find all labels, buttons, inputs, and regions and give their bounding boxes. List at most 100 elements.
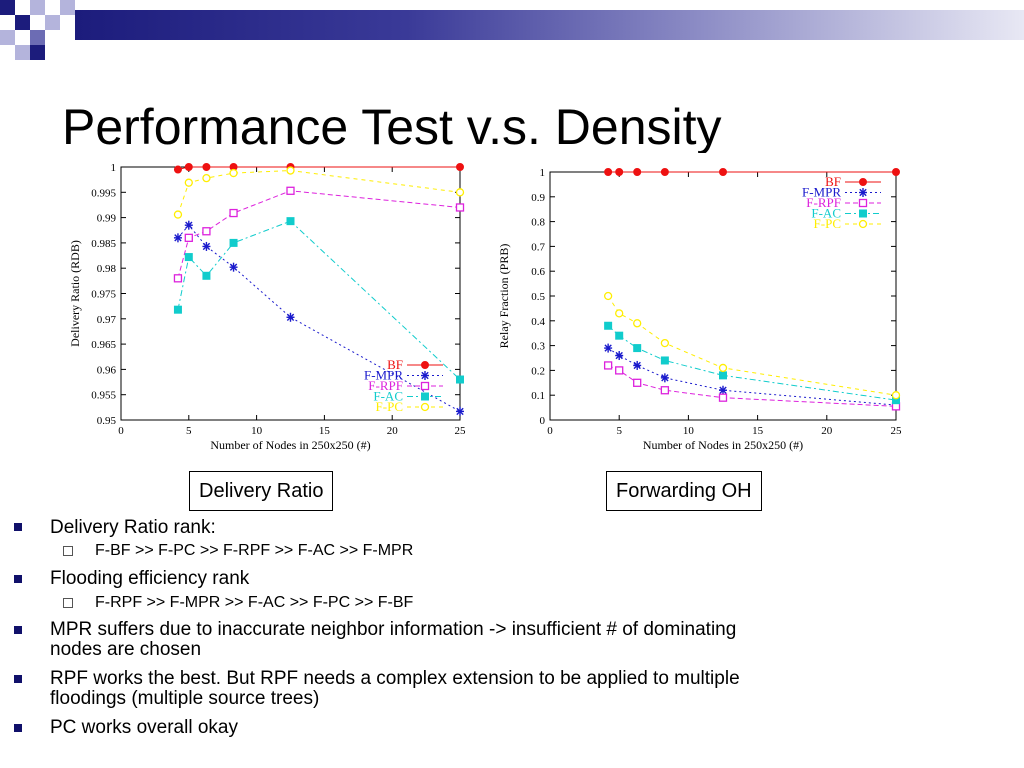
logo-square-9 (30, 45, 45, 60)
y-tick-label: 0.1 (531, 390, 545, 402)
legend-label-f-mpr: F-MPR (364, 368, 403, 383)
point-f-pc (229, 168, 238, 178)
point-bf (660, 168, 669, 176)
x-tick-label: 0 (547, 425, 553, 437)
point-f-rpf (633, 378, 642, 387)
point-f-mpr (286, 312, 295, 322)
point-bf (456, 163, 464, 171)
point-bf (173, 165, 182, 174)
x-axis-label: Number of Nodes in 250x250 (#) (643, 438, 803, 452)
page-title: Performance Test v.s. Density (62, 99, 722, 153)
point-bf (604, 168, 613, 176)
legend-marker-f-mpr (859, 188, 867, 197)
point-f-rpf (615, 366, 624, 375)
legend-label-bf: BF (825, 174, 841, 189)
series-line-f-ac (177, 220, 461, 380)
series-f-ac (604, 321, 900, 405)
point-f-rpf (718, 393, 728, 402)
legend-label-f-pc: F-PC (376, 399, 403, 414)
point-f-pc (173, 210, 183, 219)
y-tick-label: 0.975 (91, 289, 116, 301)
legend-marker-bf (421, 361, 429, 369)
y-tick-label: 0.5 (531, 291, 545, 303)
sub-bullet-delivery-order: F-BF >> F-PC >> F-RPF >> F-AC >> F-MPR (95, 542, 414, 559)
bullet-pc-okay: PC works overall okay (50, 717, 238, 738)
point-f-rpf (660, 386, 670, 395)
logo-square-2 (15, 15, 30, 30)
point-bf (615, 168, 624, 176)
point-f-ac (286, 217, 295, 226)
point-f-ac (615, 331, 624, 340)
point-f-pc (891, 391, 901, 400)
delivery-ratio-caption: Delivery Ratio (189, 471, 334, 511)
legend-label-f-ac: F-AC (811, 206, 841, 221)
point-f-mpr-d2 (185, 221, 193, 229)
y-tick-label: 1 (111, 162, 117, 174)
bullet-marker (14, 724, 22, 732)
point-f-ac (633, 344, 642, 353)
point-f-rpf (173, 274, 183, 283)
point-f-pc (286, 166, 295, 175)
x-tick-label: 15 (752, 425, 764, 437)
x-tick-label: 15 (319, 425, 331, 437)
bullet-mpr-suffers: MPR suffers due to inaccurate neighbor i… (50, 619, 737, 640)
y-tick-label: 0.95 (97, 415, 117, 427)
legend-marker-f-rpf (858, 198, 868, 208)
legend-marker-f-mpr (421, 371, 429, 380)
point-f-pc (615, 309, 624, 318)
legend-marker-f-pc (420, 402, 430, 412)
point-f-mpr (202, 241, 211, 251)
legend-marker-f-rpf (420, 381, 430, 391)
relay-fraction-chart: 0 5 10 15 20 25 0 0.1 0.2 0.3 0.4 0.5 0.6 0.7 0.8 0.9 1 N… (497, 167, 902, 452)
logo-square-3 (30, 0, 45, 15)
point-f-pc (660, 338, 670, 348)
series-line-f-ac (607, 325, 897, 401)
sub-bullet-efficiency-order: F-RPF >> F-MPR >> F-AC >> F-PC >> F-BF (95, 594, 414, 611)
point-f-mpr (660, 373, 669, 383)
point-bf (184, 163, 193, 171)
sub-bullet-marker (63, 598, 73, 608)
y-tick-label: 0.985 (91, 238, 116, 250)
series-line-f-rpf (177, 190, 461, 279)
legend-marker-f-ac (421, 392, 429, 401)
y-tick-label: 1 (540, 167, 546, 179)
point-f-mpr-d2 (456, 407, 464, 416)
x-tick-label: 5 (186, 425, 192, 437)
y-tick-label: 0.6 (531, 266, 545, 278)
y-tick-label: 0.8 (531, 217, 545, 229)
legend-label-f-mpr: F-MPR (802, 185, 841, 200)
point-f-ac (456, 375, 464, 384)
bullet-marker (14, 575, 22, 583)
point-f-ac (229, 238, 238, 247)
y-axis-label: Delivery Ratio (RDB) (68, 240, 82, 347)
point-f-rpf (455, 203, 465, 212)
legend-label-bf: BF (387, 357, 403, 372)
x-tick-label: 25 (455, 425, 467, 437)
point-f-mpr (173, 233, 182, 243)
point-f-rpf (603, 361, 613, 370)
delivery-ratio-chart: 0 5 10 15 20 25 0.95 0.955 0.96 0.965 0.97 0.975 0.9… (68, 162, 467, 452)
series-f-ac (173, 217, 464, 384)
bullet-marker (14, 675, 22, 683)
series-f-mpr (173, 220, 464, 416)
point-f-pc (184, 178, 193, 187)
legend-marker-f-mpr-d2 (859, 188, 867, 197)
point-f-ac (604, 321, 613, 330)
header-gradient-bar (75, 10, 1024, 40)
point-f-rpf (229, 208, 238, 218)
y-tick-label: 0.965 (91, 339, 116, 351)
legend-label-f-rpf: F-RPF (806, 195, 841, 210)
legend-marker-bf (859, 178, 867, 186)
plot-frame (549, 171, 897, 421)
point-f-pc (455, 188, 465, 197)
y-tick-label: 0.96 (97, 364, 117, 376)
sub-bullet-marker (63, 546, 73, 556)
title-clip: Performance Test v.s. Density (0, 0, 1024, 153)
legend-marker-f-pc (858, 219, 868, 229)
series-line-f-pc (177, 170, 461, 215)
point-f-ac (202, 271, 211, 280)
point-f-ac (719, 371, 727, 380)
point-f-mpr (604, 343, 613, 353)
point-f-rpf (286, 186, 295, 195)
